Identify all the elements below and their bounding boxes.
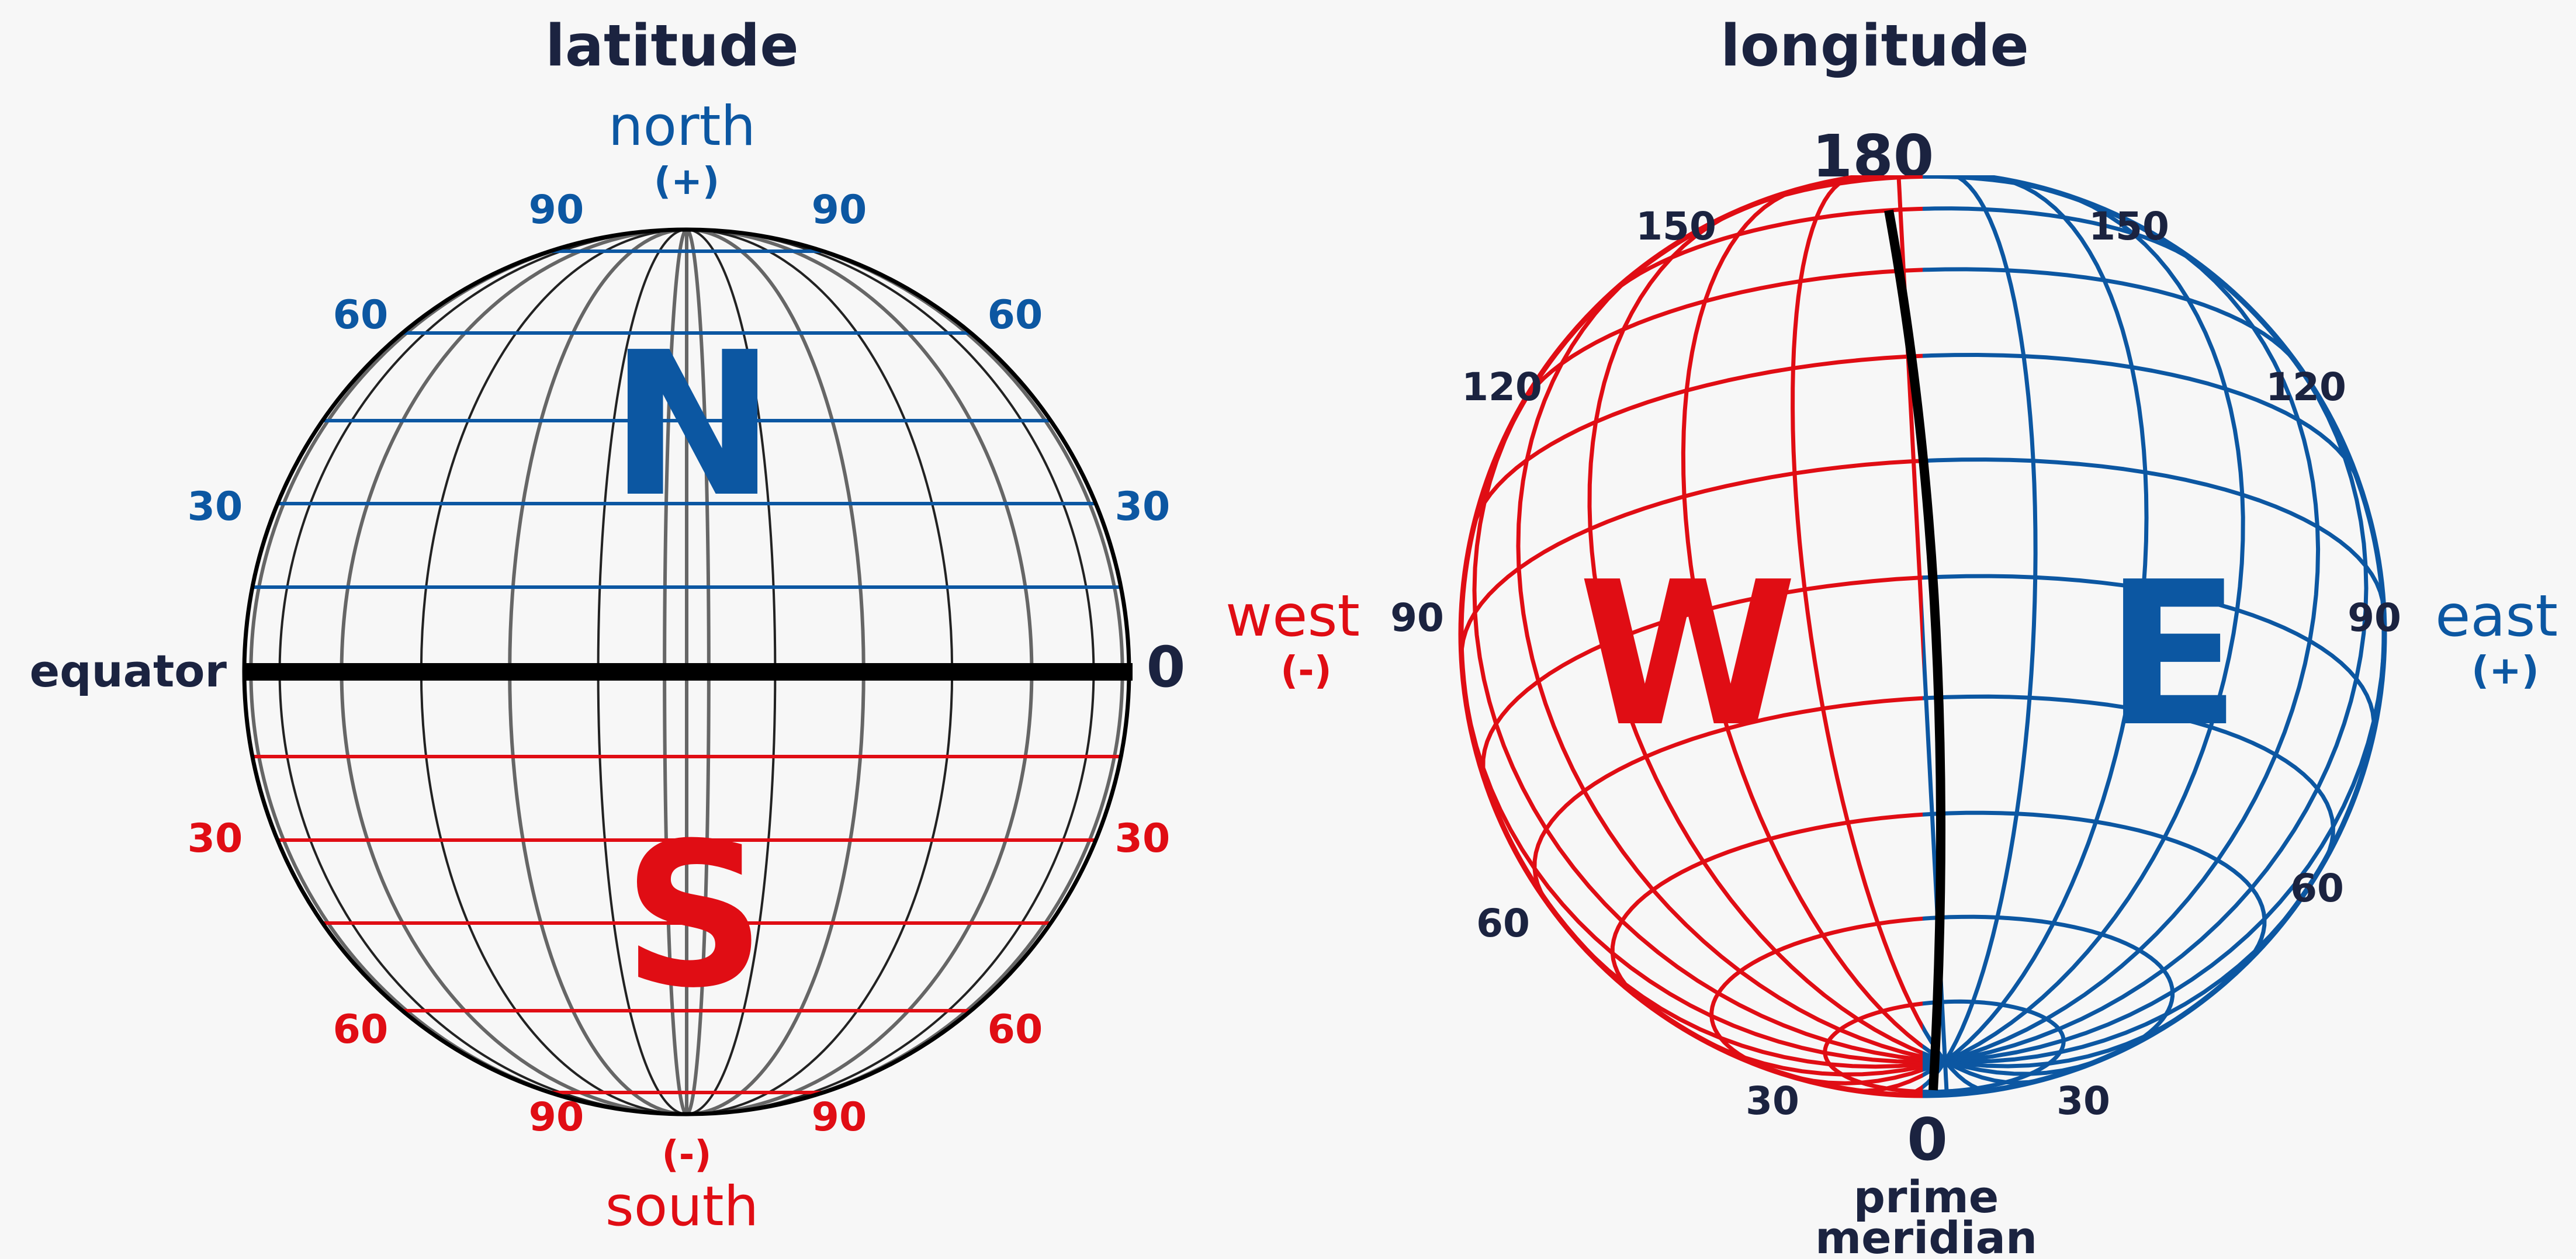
west-meridian	[1516, 259, 1923, 1059]
longitude-title: longitude	[1720, 13, 2029, 79]
east-meridian	[1943, 1061, 1949, 1096]
lon-east-tick-150: 150	[2089, 204, 2169, 249]
latitude-globe-parallels	[252, 249, 1121, 1094]
west-label: west	[1225, 583, 1360, 650]
lon-east-tick-120: 120	[2266, 365, 2346, 410]
west-parallel	[1610, 812, 1923, 1003]
lat-north-tick-60-left: 60	[333, 292, 389, 338]
south-letter: S	[623, 800, 766, 1032]
lat-north-tick-30-left: 30	[188, 484, 243, 530]
equator-value: 0	[1147, 634, 1186, 700]
prime-meridian-line	[1884, 209, 1945, 1091]
west-meridian	[1681, 185, 1923, 1049]
lon-east-tick-30: 30	[2056, 1078, 2110, 1123]
east-meridian	[1943, 175, 2038, 1063]
lat-south-tick-60-left: 60	[333, 1007, 389, 1053]
west-meridian	[1945, 173, 2035, 1061]
lon-west-tick-150: 150	[1636, 204, 1716, 249]
lat-north-tick-60-right: 60	[988, 292, 1043, 338]
east-parallel	[1923, 267, 2297, 363]
north-letter: N	[610, 310, 776, 541]
latitude-panel: latitude north (+) N S equator 0 30 30 6…	[30, 13, 1186, 1239]
east-meridian	[1944, 175, 2149, 1063]
north-sign: (+)	[654, 160, 719, 203]
east-meridian	[1944, 342, 2369, 1063]
east-globe-outline	[1923, 175, 2387, 1098]
lat-south-tick-90-right: 90	[812, 1094, 867, 1140]
longitude-globe	[1458, 173, 2387, 1098]
east-meridian	[1944, 233, 2321, 1063]
prime-meridian-label-line2: meridian	[1815, 1212, 2037, 1259]
west-meridian	[1791, 176, 1923, 1032]
east-sign: (+)	[2471, 648, 2539, 693]
lon-west-tick-90: 90	[1390, 595, 1444, 640]
west-parallel	[1532, 696, 1923, 900]
west-sign: (-)	[1280, 648, 1332, 693]
longitude-bottom-value: 0	[1907, 1105, 1948, 1174]
lat-north-tick-30-right: 30	[1115, 484, 1171, 530]
east-letter: E	[2105, 539, 2241, 771]
east-label: east	[2435, 583, 2558, 650]
latitude-title: latitude	[545, 13, 798, 79]
equator-label: equator	[30, 645, 227, 697]
south-sign: (-)	[662, 1133, 711, 1177]
lon-west-tick-30: 30	[1746, 1078, 1799, 1123]
south-label: south	[605, 1175, 759, 1239]
lat-north-tick-90-right: 90	[812, 187, 867, 233]
lon-east-tick-90: 90	[2348, 595, 2401, 640]
east-meridian	[1944, 192, 2245, 1063]
east-parallel	[1923, 574, 2376, 739]
lon-west-tick-120: 120	[1462, 365, 1542, 410]
west-meridian	[1472, 382, 1923, 1062]
east-parallel	[1923, 353, 2361, 484]
lat-south-tick-90-left: 90	[529, 1094, 584, 1140]
west-letter: W	[1578, 539, 1797, 771]
north-label: north	[608, 95, 756, 158]
lat-south-tick-30-right: 30	[1115, 816, 1171, 862]
prime-meridian-label-line1: prime	[1854, 1171, 1999, 1223]
lat-south-tick-30-left: 30	[188, 816, 243, 862]
lon-west-tick-60: 60	[1476, 901, 1530, 946]
lon-east-tick-60: 60	[2290, 866, 2344, 911]
lat-north-tick-90-left: 90	[529, 187, 584, 233]
latitude-globe	[242, 227, 1133, 1116]
west-meridian	[1896, 175, 1923, 674]
east-meridian	[1923, 1059, 1947, 1078]
longitude-panel: longitude 180 W E west (-) east (+) 30 6…	[1225, 13, 2558, 1259]
lat-south-tick-60-right: 60	[988, 1007, 1043, 1053]
west-meridian	[1587, 209, 1923, 1056]
west-globe-outline	[1458, 175, 1923, 1098]
